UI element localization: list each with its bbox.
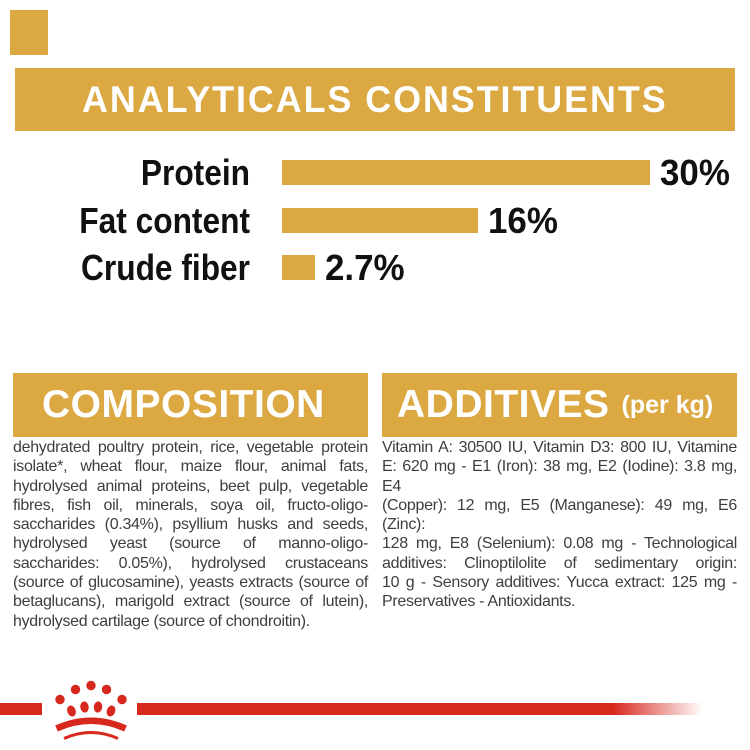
text-line: betaglucans), marigold extract (source o… [13, 593, 368, 611]
text-line: fibres, fish oil, minerals, soya oil, fr… [13, 496, 368, 514]
text-line: hydrolysed cartilage (source of chondroi… [13, 612, 310, 630]
analyticals-header-band: ANALYTICALS CONSTITUENTS [15, 68, 735, 131]
composition-title: COMPOSITION [42, 383, 325, 426]
composition-header-band: COMPOSITION [13, 373, 368, 437]
bar-value-crude-fiber: 2.7% [325, 247, 405, 288]
bar-protein [282, 160, 650, 185]
text-line: 10 g - Sensory additives: Yucca extract:… [382, 574, 737, 592]
text-line: (source of glucosamine), yeasts extracts… [13, 574, 368, 592]
text-line: Preservatives - Antioxidants. [382, 593, 576, 611]
text-line: hydrolysed animal proteins, beet pulp, v… [13, 477, 368, 495]
additives-title: ADDITIVES [397, 383, 610, 426]
analyticals-title: ANALYTICALS CONSTITUENTS [82, 78, 668, 120]
bar-crude-fiber [282, 255, 315, 280]
additives-header-band: ADDITIVES (per kg) [382, 373, 737, 437]
additives-text: Vitamin A: 30500 IU, Vitamin D3: 800 IU,… [382, 438, 737, 612]
bar-fat-content [282, 208, 478, 233]
bar-label-crude-fiber: Crude fiber [81, 247, 250, 288]
text-line: additives: Clinoptilolite of sedimentary… [382, 554, 737, 572]
crown-paw-logo [55, 680, 127, 740]
text-line: isolate*, wheat flour, maize flour, anim… [13, 458, 368, 476]
bar-value-fat-content: 16% [488, 200, 558, 241]
bar-label-fat-content: Fat content [79, 200, 250, 241]
footer-red-line-fading [137, 703, 703, 715]
composition-text: dehydrated poultry protein, rice, vegeta… [13, 438, 368, 631]
footer-red-line-left [0, 703, 42, 715]
additives-subtitle: (per kg) [621, 390, 714, 419]
text-line: saccharides (0.34%), psyllium husks and … [13, 516, 368, 534]
text-line: E: 620 mg - E1 (Iron): 38 mg, E2 (Iodine… [382, 458, 737, 495]
text-line: dehydrated poultry protein, rice, vegeta… [13, 439, 368, 456]
text-line: saccharides: 0.05%), hydrolysed crustace… [13, 554, 368, 572]
text-line: Vitamin A: 30500 IU, Vitamin D3: 800 IU,… [382, 439, 737, 456]
bar-label-protein: Protein [140, 152, 250, 193]
text-line: 128 mg, E8 (Selenium): 0.08 mg - Technol… [382, 535, 737, 553]
bar-value-protein: 30% [660, 152, 730, 193]
text-line: hydrolysed yeast (source of manno-oligo- [13, 535, 368, 553]
text-line: (Copper): 12 mg, E5 (Manganese): 49 mg, … [382, 496, 737, 534]
corner-accent-square [10, 10, 48, 55]
